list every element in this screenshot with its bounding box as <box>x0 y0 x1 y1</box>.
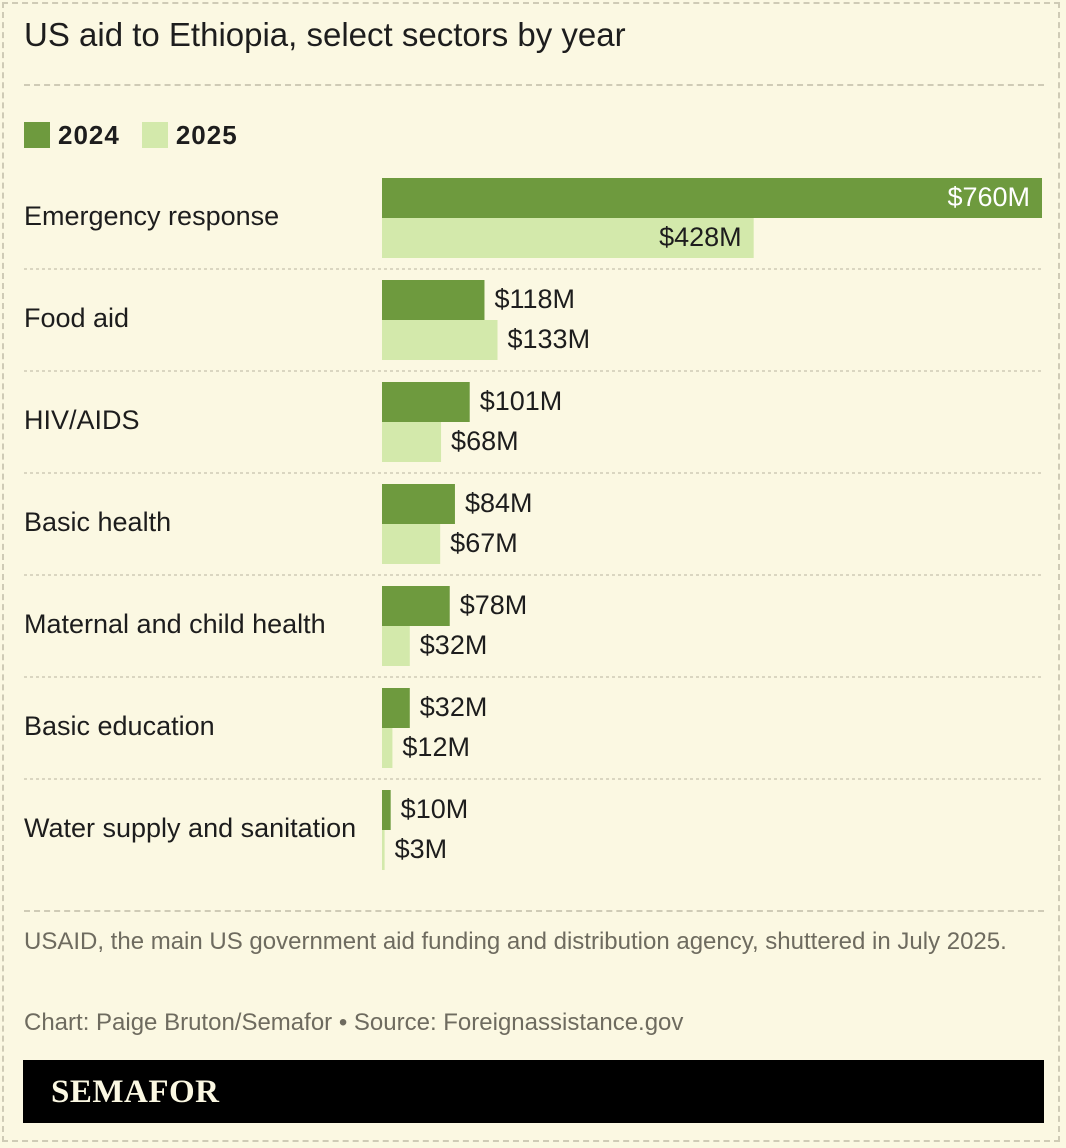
title-divider <box>24 84 1044 86</box>
data-label-2024-water-supply-and-sanitation: $10M <box>401 794 469 824</box>
legend-item-2024: 2024 <box>24 120 120 151</box>
data-label-2024-basic-education: $32M <box>420 692 488 722</box>
bar-chart: Emergency response $760M $428M Food aid $118… <box>24 178 1042 870</box>
category-label-food-aid: Food aid <box>24 303 129 333</box>
data-label-2025-food-aid: $133M <box>508 324 591 354</box>
data-label-2024-basic-health: $84M <box>465 488 533 518</box>
category-label-basic-health: Basic health <box>24 507 171 537</box>
bar-2025-basic-health <box>382 524 441 564</box>
bar-2024-water-supply-and-sanitation <box>382 790 391 830</box>
chart-credit: Chart: Paige Bruton/Semafor • Source: Fo… <box>24 1009 684 1036</box>
data-label-2024-emergency-response: $760M <box>947 182 1030 212</box>
bar-2025-maternal-and-child-health <box>382 626 410 666</box>
legend: 2024 2025 <box>24 118 260 152</box>
data-label-2024-hiv-aids: $101M <box>480 386 563 416</box>
category-label-hiv-aids: HIV/AIDS <box>24 405 140 435</box>
footer-divider <box>24 910 1044 912</box>
data-label-2025-basic-health: $67M <box>450 528 518 558</box>
data-label-2024-maternal-and-child-health: $78M <box>460 590 528 620</box>
bar-2024-emergency-response <box>382 178 1042 218</box>
data-label-2025-water-supply-and-sanitation: $3M <box>395 834 448 864</box>
data-label-2025-basic-education: $12M <box>402 732 470 762</box>
bar-2025-basic-education <box>382 728 393 768</box>
legend-item-2025: 2025 <box>141 119 238 151</box>
bar-2025-food-aid <box>382 320 498 360</box>
chart-note: USAID, the main US government aid fundin… <box>24 928 1007 955</box>
chart-title: US aid to Ethiopia, select sectors by ye… <box>24 16 626 53</box>
bar-2025-water-supply-and-sanitation <box>382 830 385 870</box>
bar-2024-basic-education <box>382 688 410 728</box>
bar-2024-maternal-and-child-health <box>382 586 450 626</box>
legend-swatch-2025 <box>141 122 168 148</box>
data-label-2025-hiv-aids: $68M <box>451 426 519 456</box>
data-label-2025-maternal-and-child-health: $32M <box>420 630 488 660</box>
bar-2024-food-aid <box>382 280 485 320</box>
category-label-basic-education: Basic education <box>24 711 215 741</box>
bar-2024-basic-health <box>382 484 455 524</box>
legend-label-2025: 2025 <box>175 119 238 150</box>
semafor-logo: SEMAFOR <box>51 1074 220 1110</box>
bar-2025-hiv-aids <box>382 422 442 462</box>
category-label-emergency-response: Emergency response <box>24 201 279 231</box>
data-label-2025-emergency-response: $428M <box>659 222 742 252</box>
bar-2025-emergency-response <box>382 218 754 258</box>
legend-swatch-2024 <box>24 122 50 148</box>
category-label-maternal-and-child-health: Maternal and child health <box>24 609 326 639</box>
data-label-2024-food-aid: $118M <box>494 284 575 314</box>
footer-bar: SEMAFOR <box>23 1060 1044 1123</box>
legend-label-2024: 2024 <box>58 119 120 150</box>
bar-2024-hiv-aids <box>382 382 470 422</box>
category-label-water-supply-and-sanitation: Water supply and sanitation <box>24 813 356 843</box>
